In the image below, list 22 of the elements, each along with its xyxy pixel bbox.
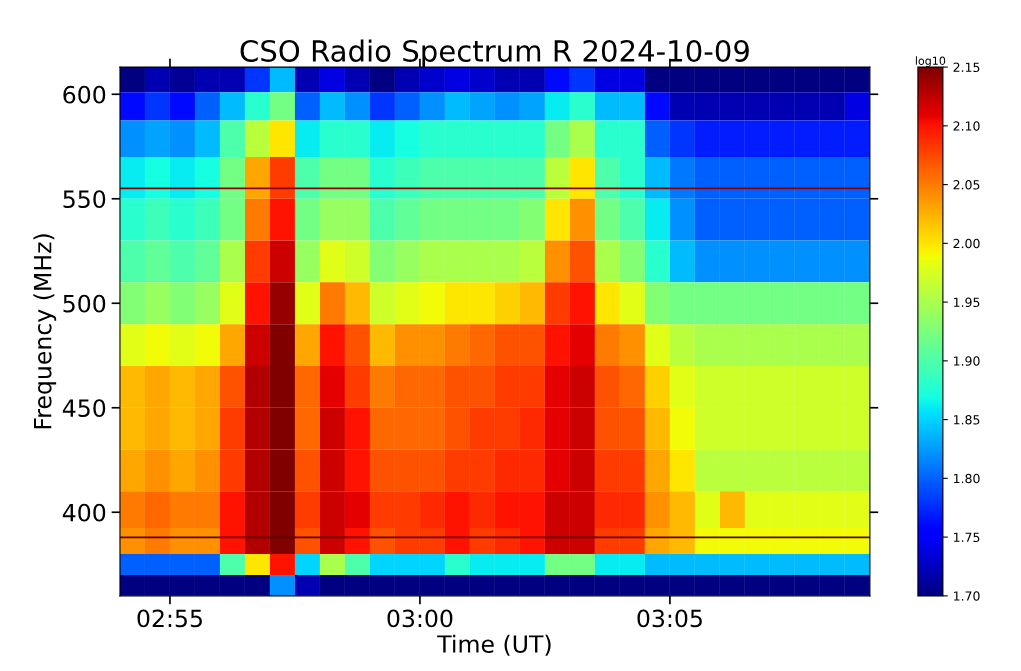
y-tick-label: 500 <box>63 294 106 313</box>
x-tick-label: 03:05 <box>637 609 702 628</box>
color-bar-label: 1.80 <box>953 473 980 484</box>
color-bar-label: 1.70 <box>953 591 980 601</box>
x-tick-label: 03:00 <box>387 609 453 628</box>
color-bar-label: 1.95 <box>953 297 980 308</box>
x-tick-label: 02:55 <box>137 609 202 628</box>
y-tick-label: 550 <box>63 190 106 209</box>
y-tick-label: 600 <box>63 85 106 104</box>
color-bar-label: 1.85 <box>953 415 980 425</box>
y-tick-label: 450 <box>62 399 106 418</box>
color-bar-label: 1.90 <box>953 356 980 366</box>
y-tick-label: 400 <box>62 503 106 522</box>
y-axis-title: Frequency (MHz) <box>33 234 57 429</box>
x-axis-title: Time (UT) <box>437 634 551 656</box>
color-bar-label: 2.15 <box>953 62 980 73</box>
color-bar-label: 2.05 <box>953 180 980 190</box>
color-bar-label: 2.10 <box>953 121 980 131</box>
color-bar-label: 1.75 <box>953 532 980 543</box>
color-bar-title: log10 <box>915 56 946 68</box>
chart-title: CSO Radio Spectrum R 2024-10-09 <box>240 39 749 68</box>
color-bar-label: 2.00 <box>953 238 980 249</box>
